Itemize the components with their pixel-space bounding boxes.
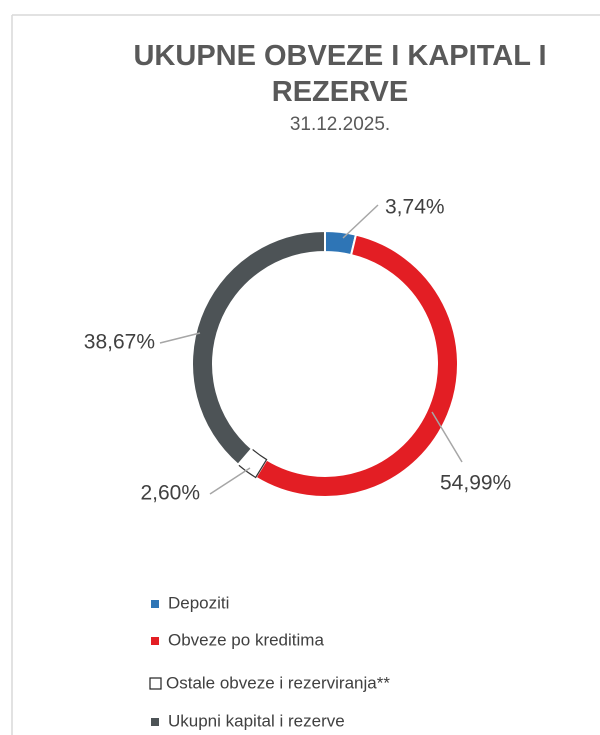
chart-title: UKUPNE OBVEZE I KAPITAL I REZERVE	[133, 40, 547, 108]
legend-marker	[151, 718, 159, 726]
data-label: 2,60%	[140, 482, 200, 505]
legend-label: Ostale obveze i rezerviranja**	[166, 673, 390, 692]
data-label: 38,67%	[84, 331, 155, 354]
legend-marker	[151, 600, 159, 608]
legend-marker	[151, 637, 159, 645]
legend-label: Depoziti	[168, 593, 229, 612]
leader-line	[159, 332, 201, 344]
donut-slice	[254, 233, 459, 498]
data-label: 54,99%	[440, 472, 511, 495]
leader-line	[209, 467, 251, 495]
data-label: 3,74%	[385, 196, 445, 219]
legend-marker	[149, 677, 162, 690]
legend-label: Ukupni kapital i rezerve	[168, 711, 345, 730]
legend-label: Obveze po kreditima	[168, 630, 324, 649]
leader-line	[431, 411, 463, 463]
leader-line	[342, 204, 379, 239]
donut-slice	[191, 229, 326, 467]
chart-subtitle: 31.12.2025.	[289, 114, 391, 135]
